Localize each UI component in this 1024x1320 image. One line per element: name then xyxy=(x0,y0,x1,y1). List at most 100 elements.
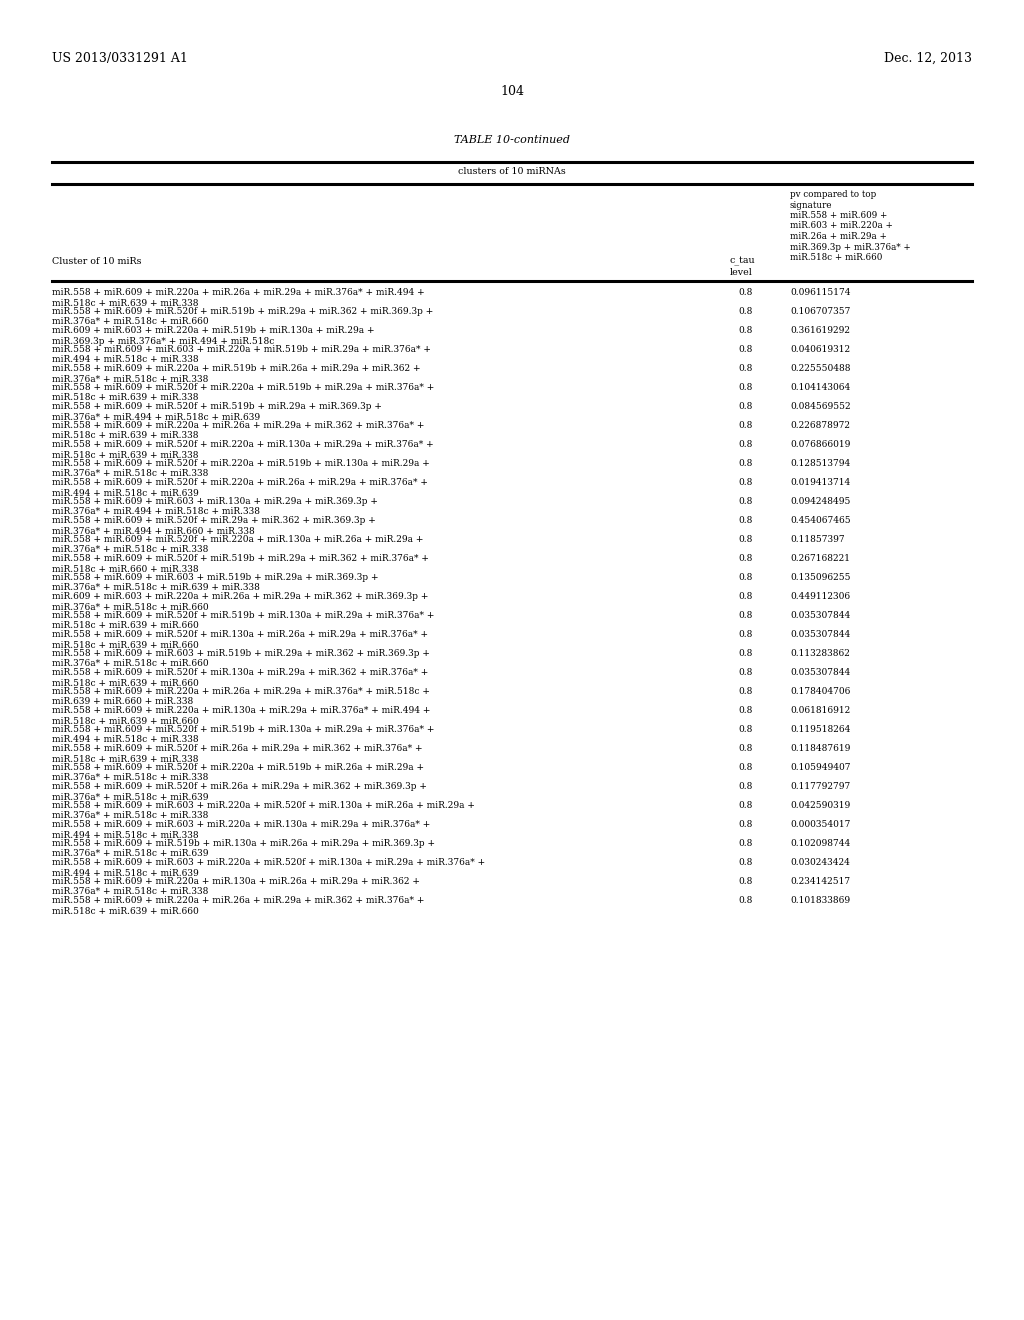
Text: 0.117792797: 0.117792797 xyxy=(790,781,850,791)
Text: 0.8: 0.8 xyxy=(738,535,754,544)
Text: miR.558 + miR.609 + miR.220a + miR.26a + miR.29a + miR.362 + miR.376a* +: miR.558 + miR.609 + miR.220a + miR.26a +… xyxy=(52,896,424,906)
Text: 0.8: 0.8 xyxy=(738,573,754,582)
Text: miR.494 + miR.518c + miR.639: miR.494 + miR.518c + miR.639 xyxy=(52,488,199,498)
Text: 0.8: 0.8 xyxy=(738,440,754,449)
Text: 0.104143064: 0.104143064 xyxy=(790,383,850,392)
Text: miR.558 + miR.609 + miR.520f + miR.519b + miR.29a + miR.362 + miR.369.3p +: miR.558 + miR.609 + miR.520f + miR.519b … xyxy=(52,308,433,315)
Text: 0.234142517: 0.234142517 xyxy=(790,876,850,886)
Text: 0.128513794: 0.128513794 xyxy=(790,459,850,469)
Text: 0.105949407: 0.105949407 xyxy=(790,763,851,772)
Text: miR.558 + miR.609 + miR.220a + miR.26a + miR.29a + miR.362 + miR.376a* +: miR.558 + miR.609 + miR.220a + miR.26a +… xyxy=(52,421,424,430)
Text: miR.376a* + miR.518c + miR.660: miR.376a* + miR.518c + miR.660 xyxy=(52,318,209,326)
Text: 0.8: 0.8 xyxy=(738,554,754,564)
Text: 0.8: 0.8 xyxy=(738,781,754,791)
Text: 0.454067465: 0.454067465 xyxy=(790,516,851,525)
Text: 0.8: 0.8 xyxy=(738,383,754,392)
Text: miR.609 + miR.603 + miR.220a + miR.519b + miR.130a + miR.29a +: miR.609 + miR.603 + miR.220a + miR.519b … xyxy=(52,326,375,335)
Text: 0.178404706: 0.178404706 xyxy=(790,686,850,696)
Text: clusters of 10 miRNAs: clusters of 10 miRNAs xyxy=(458,168,566,176)
Text: miR.558 + miR.609 + miR.220a + miR.130a + miR.29a + miR.376a* + miR.494 +: miR.558 + miR.609 + miR.220a + miR.130a … xyxy=(52,706,430,715)
Text: miR.518c + miR.639 + miR.338: miR.518c + miR.639 + miR.338 xyxy=(52,393,199,403)
Text: 0.8: 0.8 xyxy=(738,364,754,374)
Text: miR.376a* + miR.494 + miR.518c + miR.639: miR.376a* + miR.494 + miR.518c + miR.639 xyxy=(52,412,260,421)
Text: 0.106707357: 0.106707357 xyxy=(790,308,850,315)
Text: miR.518c + miR.639 + miR.660: miR.518c + miR.639 + miR.660 xyxy=(52,678,199,688)
Text: 0.8: 0.8 xyxy=(738,591,754,601)
Text: miR.518c + miR.660: miR.518c + miR.660 xyxy=(790,253,883,261)
Text: 0.8: 0.8 xyxy=(738,478,754,487)
Text: 0.076866019: 0.076866019 xyxy=(790,440,850,449)
Text: 0.030243424: 0.030243424 xyxy=(790,858,850,867)
Text: 0.8: 0.8 xyxy=(738,498,754,506)
Text: 0.019413714: 0.019413714 xyxy=(790,478,850,487)
Text: miR.494 + miR.518c + miR.338: miR.494 + miR.518c + miR.338 xyxy=(52,735,199,744)
Text: miR.558 + miR.609 + miR.520f + miR.29a + miR.362 + miR.369.3p +: miR.558 + miR.609 + miR.520f + miR.29a +… xyxy=(52,516,376,525)
Text: 0.8: 0.8 xyxy=(738,744,754,752)
Text: miR.376a* + miR.518c + miR.660: miR.376a* + miR.518c + miR.660 xyxy=(52,660,209,668)
Text: miR.376a* + miR.518c + miR.639 + miR.338: miR.376a* + miR.518c + miR.639 + miR.338 xyxy=(52,583,260,593)
Text: miR.518c + miR.660 + miR.338: miR.518c + miR.660 + miR.338 xyxy=(52,565,199,573)
Text: miR.494 + miR.518c + miR.338: miR.494 + miR.518c + miR.338 xyxy=(52,355,199,364)
Text: c_tau: c_tau xyxy=(730,257,756,267)
Text: miR.558 + miR.609 + miR.520f + miR.26a + miR.29a + miR.362 + miR.369.3p +: miR.558 + miR.609 + miR.520f + miR.26a +… xyxy=(52,781,427,791)
Text: 0.8: 0.8 xyxy=(738,345,754,354)
Text: 0.8: 0.8 xyxy=(738,459,754,469)
Text: miR.558 + miR.609 + miR.520f + miR.130a + miR.29a + miR.362 + miR.376a* +: miR.558 + miR.609 + miR.520f + miR.130a … xyxy=(52,668,428,677)
Text: 0.035307844: 0.035307844 xyxy=(790,611,850,620)
Text: miR.376a* + miR.518c + miR.639: miR.376a* + miR.518c + miR.639 xyxy=(52,792,209,801)
Text: miR.376a* + miR.494 + miR.660 + miR.338: miR.376a* + miR.494 + miR.660 + miR.338 xyxy=(52,527,255,536)
Text: miR.376a* + miR.518c + miR.338: miR.376a* + miR.518c + miR.338 xyxy=(52,774,208,783)
Text: 0.035307844: 0.035307844 xyxy=(790,668,850,677)
Text: miR.558 + miR.609 + miR.520f + miR.220a + miR.519b + miR.130a + miR.29a +: miR.558 + miR.609 + miR.520f + miR.220a … xyxy=(52,459,430,469)
Text: 0.102098744: 0.102098744 xyxy=(790,840,850,847)
Text: miR.558 + miR.609 + miR.520f + miR.220a + miR.130a + miR.26a + miR.29a +: miR.558 + miR.609 + miR.520f + miR.220a … xyxy=(52,535,423,544)
Text: miR.558 + miR.609 + miR.603 + miR.220a + miR.130a + miR.29a + miR.376a* +: miR.558 + miR.609 + miR.603 + miR.220a +… xyxy=(52,820,430,829)
Text: miR.558 + miR.609 + miR.220a + miR.26a + miR.29a + miR.376a* + miR.518c +: miR.558 + miR.609 + miR.220a + miR.26a +… xyxy=(52,686,430,696)
Text: miR.376a* + miR.518c + miR.338: miR.376a* + miR.518c + miR.338 xyxy=(52,545,208,554)
Text: 0.8: 0.8 xyxy=(738,896,754,906)
Text: miR.518c + miR.639 + miR.338: miR.518c + miR.639 + miR.338 xyxy=(52,298,199,308)
Text: miR.558 + miR.609 + miR.519b + miR.130a + miR.26a + miR.29a + miR.369.3p +: miR.558 + miR.609 + miR.519b + miR.130a … xyxy=(52,840,435,847)
Text: 0.8: 0.8 xyxy=(738,326,754,335)
Text: pv compared to top: pv compared to top xyxy=(790,190,877,199)
Text: miR.518c + miR.639 + miR.338: miR.518c + miR.639 + miR.338 xyxy=(52,450,199,459)
Text: 0.096115174: 0.096115174 xyxy=(790,288,851,297)
Text: 0.8: 0.8 xyxy=(738,686,754,696)
Text: miR.639 + miR.660 + miR.338: miR.639 + miR.660 + miR.338 xyxy=(52,697,194,706)
Text: miR.558 + miR.609 + miR.520f + miR.519b + miR.130a + miR.29a + miR.376a* +: miR.558 + miR.609 + miR.520f + miR.519b … xyxy=(52,611,434,620)
Text: miR.558 + miR.609 + miR.520f + miR.519b + miR.29a + miR.369.3p +: miR.558 + miR.609 + miR.520f + miR.519b … xyxy=(52,403,382,411)
Text: level: level xyxy=(730,268,753,277)
Text: 0.061816912: 0.061816912 xyxy=(790,706,850,715)
Text: 0.035307844: 0.035307844 xyxy=(790,630,850,639)
Text: 0.8: 0.8 xyxy=(738,421,754,430)
Text: miR.558 + miR.609 + miR.520f + miR.519b + miR.29a + miR.362 + miR.376a* +: miR.558 + miR.609 + miR.520f + miR.519b … xyxy=(52,554,429,564)
Text: miR.558 + miR.609 + miR.603 + miR.220a + miR.520f + miR.130a + miR.26a + miR.29a: miR.558 + miR.609 + miR.603 + miR.220a +… xyxy=(52,801,475,810)
Text: 0.8: 0.8 xyxy=(738,820,754,829)
Text: 0.225550488: 0.225550488 xyxy=(790,364,851,374)
Text: miR.558 + miR.609 + miR.220a + miR.130a + miR.26a + miR.29a + miR.362 +: miR.558 + miR.609 + miR.220a + miR.130a … xyxy=(52,876,420,886)
Text: miR.558 + miR.609 + miR.603 + miR.220a + miR.520f + miR.130a + miR.29a + miR.376: miR.558 + miR.609 + miR.603 + miR.220a +… xyxy=(52,858,485,867)
Text: 0.094248495: 0.094248495 xyxy=(790,498,850,506)
Text: 0.113283862: 0.113283862 xyxy=(790,649,850,657)
Text: miR.558 + miR.609 + miR.520f + miR.220a + miR.130a + miR.29a + miR.376a* +: miR.558 + miR.609 + miR.520f + miR.220a … xyxy=(52,440,433,449)
Text: 0.119518264: 0.119518264 xyxy=(790,725,850,734)
Text: 0.042590319: 0.042590319 xyxy=(790,801,850,810)
Text: miR.558 + miR.609 + miR.520f + miR.220a + miR.26a + miR.29a + miR.376a* +: miR.558 + miR.609 + miR.520f + miR.220a … xyxy=(52,478,428,487)
Text: 0.8: 0.8 xyxy=(738,706,754,715)
Text: signature: signature xyxy=(790,201,833,210)
Text: miR.558 + miR.609 +: miR.558 + miR.609 + xyxy=(790,211,888,220)
Text: 0.084569552: 0.084569552 xyxy=(790,403,851,411)
Text: 0.8: 0.8 xyxy=(738,876,754,886)
Text: miR.609 + miR.603 + miR.220a + miR.26a + miR.29a + miR.362 + miR.369.3p +: miR.609 + miR.603 + miR.220a + miR.26a +… xyxy=(52,591,428,601)
Text: 0.8: 0.8 xyxy=(738,403,754,411)
Text: 0.000354017: 0.000354017 xyxy=(790,820,850,829)
Text: 0.8: 0.8 xyxy=(738,516,754,525)
Text: US 2013/0331291 A1: US 2013/0331291 A1 xyxy=(52,51,187,65)
Text: Cluster of 10 miRs: Cluster of 10 miRs xyxy=(52,257,141,267)
Text: miR.558 + miR.609 + miR.520f + miR.519b + miR.130a + miR.29a + miR.376a* +: miR.558 + miR.609 + miR.520f + miR.519b … xyxy=(52,725,434,734)
Text: 0.8: 0.8 xyxy=(738,668,754,677)
Text: miR.558 + miR.609 + miR.603 + miR.220a + miR.519b + miR.29a + miR.376a* +: miR.558 + miR.609 + miR.603 + miR.220a +… xyxy=(52,345,431,354)
Text: 104: 104 xyxy=(500,84,524,98)
Text: miR.376a* + miR.518c + miR.338: miR.376a* + miR.518c + miR.338 xyxy=(52,375,208,384)
Text: miR.376a* + miR.518c + miR.338: miR.376a* + miR.518c + miR.338 xyxy=(52,887,208,896)
